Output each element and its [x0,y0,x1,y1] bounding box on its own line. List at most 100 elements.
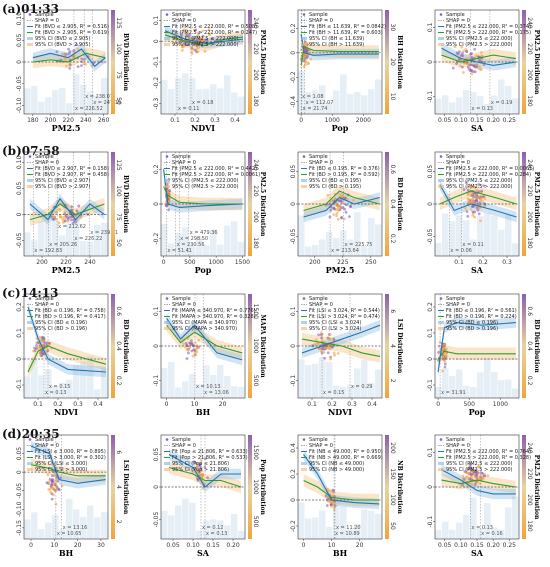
x-tick-label: 240 [84,259,96,266]
sample-point [473,186,477,189]
legend-label: Sample [446,437,465,443]
threshold-annotation: x = 247.19 [93,100,121,106]
y-tick-label: 0 [153,344,160,348]
row-label: (c)14:13 [2,286,59,300]
sample-point [304,47,308,51]
legend-label: Fit (MAPA ≤ 340.970, R² = 0.776) [172,308,256,314]
colorbar-tick-label: 240 [252,159,259,171]
distribution-histogram [435,79,519,114]
colorbar-tick-label: 220 [252,43,259,55]
plot-frame [23,293,109,399]
legend-marker [301,327,307,330]
panel-svg: x = 0.11x = 0.18 0.1 0.2 0.3 0.4 -0.3 -0.2 -0.1… [153,9,266,133]
histogram-bar [73,219,80,256]
colorbar-tick-label: 0.2 [115,376,122,386]
legend-label: Fit (BVD > 2.905, R² = 0.619) [35,30,109,36]
legend-label: 95% CI (BVD ≤ 2.907) [35,178,90,184]
colorbar-tick-label: 1000 [252,338,259,353]
histogram-bar [463,90,470,114]
histogram-bar [59,382,66,398]
shap-dependence-panel: x = 31.91 0 500 1000 -0.1 0 0.1 0.2 Pop 0.2 0.4 0.6… [411,284,548,425]
sample-point [63,219,67,223]
y-tick-label: -0.1 [427,516,434,528]
sample-point [478,201,482,204]
histogram-bar [87,241,94,256]
y-tick-label: 0.1 [427,22,434,32]
y-tick-label: 0.1 [290,306,297,316]
colorbar [248,435,252,539]
y-tick-label: -0.05 [16,483,23,499]
legend-label: Fit (Pop > 21.806, R² = 0.537) [172,455,248,461]
histogram-bar [375,369,382,398]
sample-point [168,189,172,193]
threshold-annotation: x = 205.26 [49,242,77,248]
histogram-bar [175,387,182,398]
legend-marker [438,327,444,330]
ci-band-high [303,474,380,507]
distribution-histogram [298,71,382,114]
sample-point [326,193,330,197]
sample-point [54,210,58,214]
colorbar-tick-label: 75 [115,213,122,221]
legend-marker [302,297,306,300]
legend-label: Fit (BD > 0.195, R² = 0.592) [309,172,380,178]
y-tick-label: -0.1 [427,91,434,103]
sample-point [465,210,469,213]
threshold-annotation: x = 0.13 [472,106,493,112]
fit-line-low [29,197,105,221]
sample-point [479,197,483,201]
shap-dependence-panel: x = 0.11 x = 0.18 0.1 0.2 0.3 0.4 -0.3 -0.2 -0.1… [137,0,274,141]
colorbar-tick-label: 200 [526,69,533,81]
histogram-bar [24,519,31,539]
histogram-bar [224,525,231,539]
x-tick-label: 0 [299,117,303,124]
sample-point [194,28,198,32]
sample-point [48,477,52,481]
threshold-annotation: x = 0.11 [178,106,199,112]
y-tick-label: 0.05 [16,33,23,47]
fit-line-low [166,317,243,361]
colorbar-title: PM2.5 Distribution [533,455,540,520]
sample-point [200,469,204,473]
sample-point [195,43,199,47]
fit-line-low [168,454,241,488]
legend-label: 95% CI (BH ≤ 11.639) [309,36,364,42]
colorbar-title: PM2.5 Distribution [533,30,540,95]
legend-label: SHAP = 0 [446,302,470,308]
sample-point [468,477,471,481]
sample-point [480,51,483,54]
histogram-bar [101,368,108,398]
histogram-bar [101,77,108,114]
histogram-bar [470,91,477,114]
histogram-bar [73,74,80,114]
x-tick-label: 0 [436,401,440,408]
fit-line-low [441,47,516,67]
sample-point [464,207,467,210]
x-axis-title: Pop [195,265,212,275]
histogram-bar [435,386,442,398]
sample-point [336,207,340,211]
histogram-bar [505,214,512,256]
histogram-bar [66,103,73,114]
sample-point [197,338,201,342]
sample-point [36,346,40,350]
legend-label: Fit (BVD > 2.907, R² = 0.458) [35,172,109,178]
colorbar-tick-label: 6 [389,309,396,313]
legend-label: Fit (PM2.5 ≤ 222.000, R² = 0.764) [446,449,531,455]
histogram-bar [463,514,470,539]
x-tick-label: 0 [162,259,166,266]
histogram-bar [326,231,333,256]
threshold-annotation: x = 0.13 [472,525,493,531]
sample-point [190,470,194,474]
sample-point [465,56,469,60]
legend-marker [301,468,307,471]
plot-frame [23,434,109,540]
legend-label: 95% CI (BVD ≤ 2.905) [35,36,90,42]
distribution-histogram [435,358,519,398]
threshold-annotation: x = 1.08 [302,94,323,100]
x-tick-label: 20 [356,542,364,549]
fit-line-high [441,479,516,488]
y-tick-label: -0.1 [153,56,160,68]
legend-marker [301,321,307,324]
sample-point [486,474,490,478]
